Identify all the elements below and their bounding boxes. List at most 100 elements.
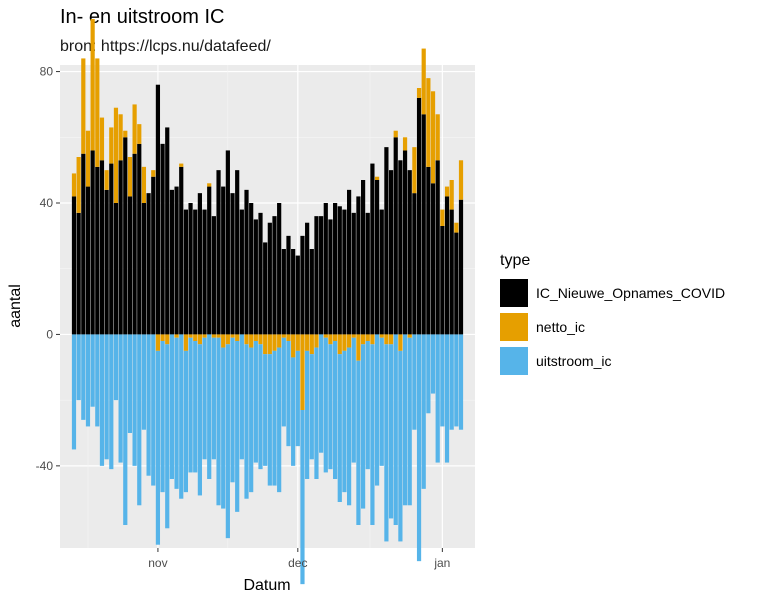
- bar-ic-nieuwe-opnames: [141, 203, 147, 335]
- bar-netto-ic: [360, 334, 366, 345]
- bar-ic-nieuwe-opnames: [272, 216, 277, 335]
- bar-uitstroom-ic: [151, 334, 156, 486]
- bar-ic-nieuwe-opnames: [379, 209, 384, 335]
- bar-ic-nieuwe-opnames: [286, 235, 291, 335]
- bar-ic-nieuwe-opnames: [165, 127, 170, 335]
- bar-ic-nieuwe-opnames: [244, 189, 249, 335]
- bar-netto-ic: [277, 334, 282, 348]
- bar-ic-nieuwe-opnames: [426, 166, 431, 335]
- bar-uitstroom-ic: [454, 334, 459, 427]
- bar-netto-ic: [216, 334, 221, 338]
- bar-ic-nieuwe-opnames: [211, 216, 216, 335]
- bar-ic-nieuwe-opnames: [183, 209, 188, 335]
- bar-ic-nieuwe-opnames: [109, 163, 114, 335]
- bar-netto-ic: [370, 334, 375, 345]
- bar-uitstroom-ic: [137, 334, 142, 506]
- bar-netto-ic: [179, 163, 184, 167]
- bar-uitstroom-ic: [449, 334, 454, 430]
- bar-ic-nieuwe-opnames: [216, 170, 221, 335]
- bar-uitstroom-ic: [458, 334, 464, 430]
- bar-netto-ic: [449, 180, 454, 210]
- bar-netto-ic: [356, 334, 361, 361]
- bar-netto-ic: [440, 209, 445, 226]
- legend-item-netto-ic: netto_ic: [500, 310, 725, 344]
- bar-ic-nieuwe-opnames: [267, 222, 272, 335]
- bar-uitstroom-ic: [365, 341, 370, 470]
- bar-ic-nieuwe-opnames: [342, 209, 347, 335]
- bar-netto-ic: [151, 170, 156, 177]
- bar-netto-ic: [183, 334, 188, 351]
- bars-layer: [71, 19, 464, 585]
- bar-uitstroom-ic: [305, 350, 310, 479]
- bar-ic-nieuwe-opnames: [323, 203, 328, 335]
- bar-netto-ic: [71, 173, 77, 197]
- legend-title: type: [500, 252, 531, 269]
- legend-swatch-orange: [500, 313, 528, 341]
- bar-netto-ic: [435, 114, 440, 161]
- bar-ic-nieuwe-opnames: [421, 114, 426, 335]
- y-tick-label: 0: [46, 327, 53, 341]
- y-tick-label: 40: [40, 196, 54, 210]
- bar-uitstroom-ic: [281, 337, 286, 427]
- bar-ic-nieuwe-opnames: [351, 212, 356, 335]
- bar-ic-nieuwe-opnames: [160, 143, 165, 335]
- bar-netto-ic: [365, 334, 370, 341]
- bar-netto-ic: [263, 334, 268, 355]
- bar-ic-nieuwe-opnames: [137, 143, 142, 335]
- bar-uitstroom-ic: [188, 337, 193, 473]
- x-axis-label: Datum: [243, 577, 290, 594]
- bar-netto-ic: [328, 334, 333, 345]
- bar-uitstroom-ic: [90, 334, 95, 407]
- bar-netto-ic: [141, 166, 147, 203]
- bar-uitstroom-ic: [235, 341, 240, 512]
- bar-uitstroom-ic: [398, 350, 403, 542]
- bar-netto-ic: [412, 147, 417, 194]
- bar-ic-nieuwe-opnames: [253, 219, 258, 335]
- bar-netto-ic: [286, 334, 291, 341]
- bar-uitstroom-ic: [309, 354, 314, 460]
- bar-uitstroom-ic: [183, 350, 188, 493]
- bar-ic-nieuwe-opnames: [370, 163, 375, 335]
- bar-uitstroom-ic: [155, 350, 161, 545]
- bar-uitstroom-ic: [370, 344, 375, 525]
- legend-item-uitstroom-ic: uitstroom_ic: [500, 344, 725, 378]
- bar-ic-nieuwe-opnames: [305, 222, 310, 335]
- bar-ic-nieuwe-opnames: [356, 196, 361, 335]
- bar-ic-nieuwe-opnames: [277, 203, 282, 335]
- bar-netto-ic: [81, 58, 86, 154]
- bar-uitstroom-ic: [193, 341, 198, 473]
- bar-uitstroom-ic: [393, 334, 398, 525]
- y-tick-label: 80: [40, 65, 54, 79]
- bar-uitstroom-ic: [272, 350, 277, 486]
- bar-netto-ic: [398, 334, 403, 351]
- bar-netto-ic: [188, 334, 193, 338]
- bar-netto-ic: [85, 130, 91, 187]
- bar-netto-ic: [379, 334, 384, 338]
- bar-uitstroom-ic: [202, 337, 207, 460]
- bar-netto-ic: [193, 334, 198, 341]
- bar-ic-nieuwe-opnames: [239, 209, 244, 335]
- bar-uitstroom-ic: [95, 334, 100, 427]
- bar-ic-nieuwe-opnames: [118, 160, 123, 335]
- bar-ic-nieuwe-opnames: [174, 186, 179, 335]
- bar-netto-ic: [230, 334, 235, 338]
- bar-ic-nieuwe-opnames: [113, 203, 119, 335]
- bar-uitstroom-ic: [85, 334, 91, 427]
- bar-ic-nieuwe-opnames: [291, 249, 296, 335]
- bar-uitstroom-ic: [430, 334, 436, 394]
- bar-ic-nieuwe-opnames: [384, 147, 389, 335]
- bar-ic-nieuwe-opnames: [132, 153, 137, 335]
- bar-ic-nieuwe-opnames: [393, 137, 398, 335]
- bar-netto-ic: [174, 334, 179, 338]
- bar-ic-nieuwe-opnames: [90, 150, 95, 335]
- bar-uitstroom-ic: [295, 350, 300, 447]
- bar-netto-ic: [95, 58, 100, 167]
- bar-netto-ic: [272, 334, 277, 351]
- bar-netto-ic: [309, 334, 314, 355]
- bar-netto-ic: [291, 334, 296, 358]
- bar-uitstroom-ic: [165, 344, 170, 529]
- bar-uitstroom-ic: [347, 347, 352, 506]
- bar-netto-ic: [118, 114, 123, 161]
- x-tick-label: jan: [433, 556, 450, 570]
- bar-uitstroom-ic: [314, 347, 319, 479]
